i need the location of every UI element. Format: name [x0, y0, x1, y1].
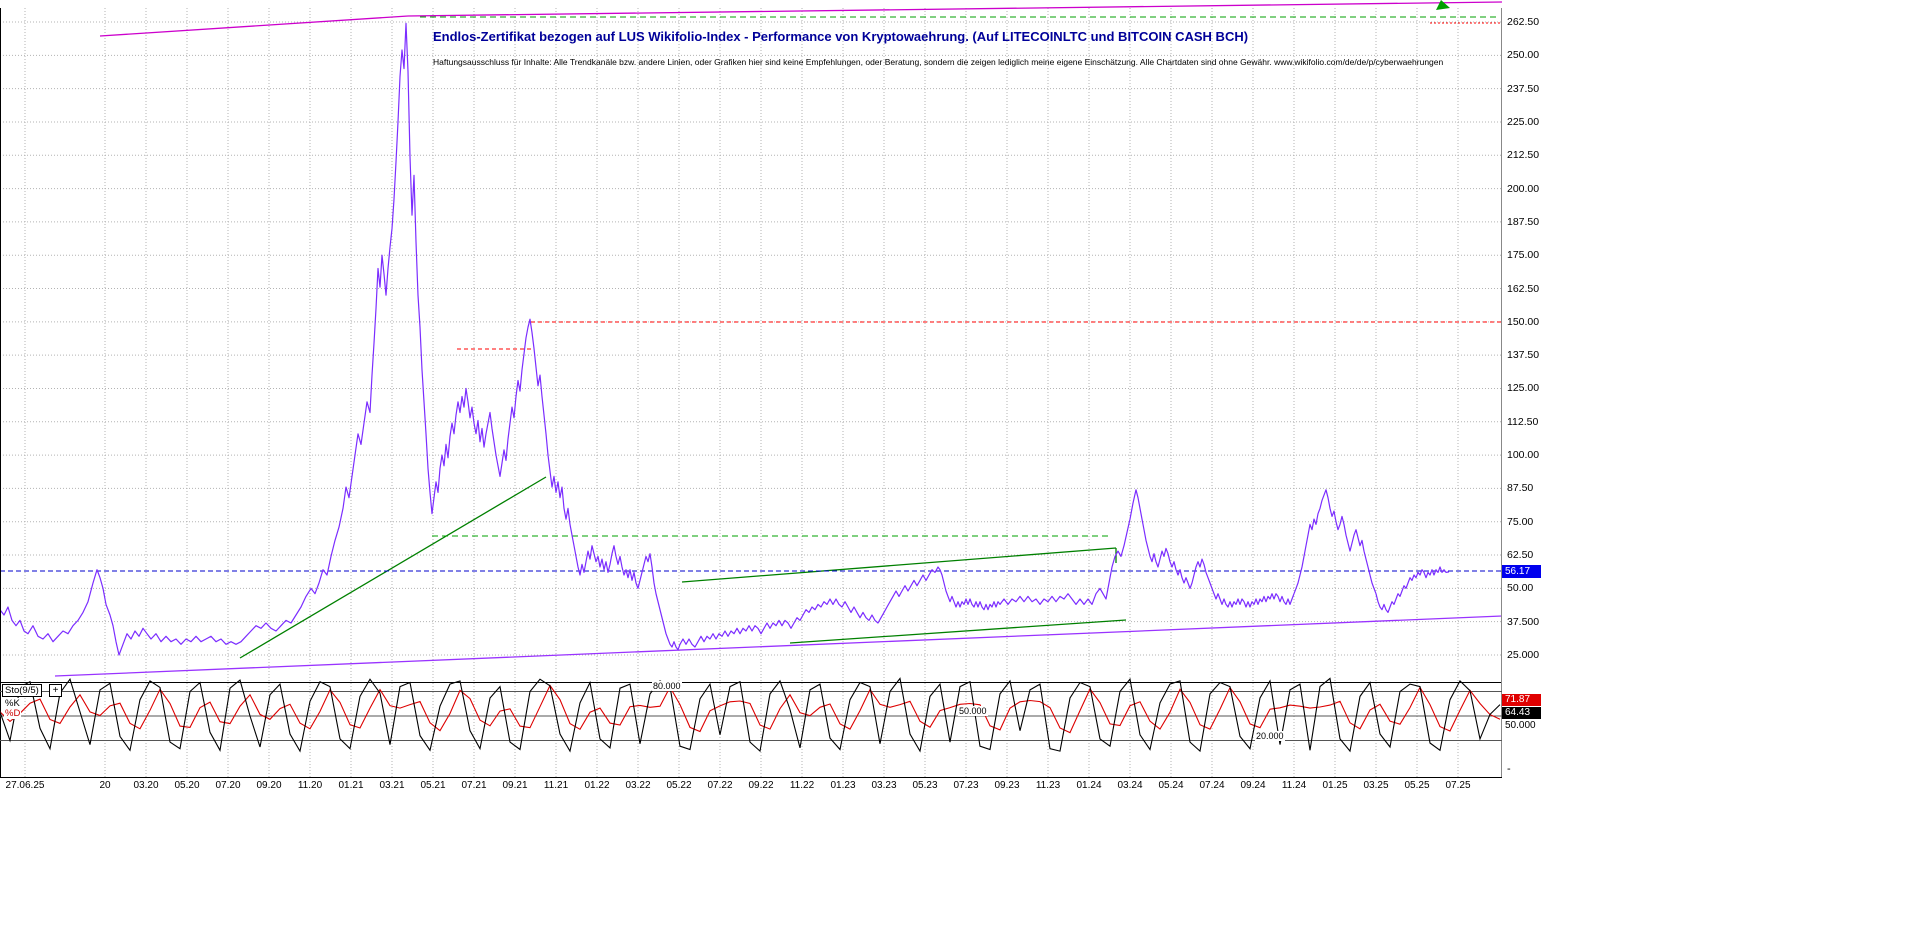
stochastic-k-value-badge: 64.43: [1502, 707, 1541, 719]
stochastic-k-label: %K: [4, 698, 21, 709]
time-axis-label: 11.22: [789, 780, 815, 791]
time-axis-label: 09.20: [256, 780, 282, 791]
time-axis-label: 07.24: [1199, 780, 1225, 791]
time-axis-label: 09.24: [1240, 780, 1266, 791]
price-axis-label: 137.50: [1507, 349, 1540, 362]
indicator-label[interactable]: Sto(9/5): [2, 684, 42, 697]
time-axis-label: 07.23: [953, 780, 979, 791]
price-axis-label: 150.00: [1507, 315, 1540, 328]
time-axis-label: 03.25: [1363, 780, 1389, 791]
price-axis-label: 125.00: [1507, 382, 1540, 395]
sto-d-line: [0, 684, 1501, 734]
time-axis-label: 05.25: [1404, 780, 1430, 791]
time-axis-label: 11.20: [297, 780, 323, 791]
green-trend-line: [789, 619, 1127, 644]
price-axis-label: 262.50: [1507, 16, 1540, 28]
lower-trend-line: [54, 615, 1502, 677]
time-axis-label: 01.25: [1322, 780, 1348, 791]
time-axis-label: 03.21: [379, 780, 405, 791]
time-axis-label: 05.23: [912, 780, 938, 791]
time-axis-label: 05.22: [666, 780, 692, 791]
time-axis-label: 01.23: [830, 780, 856, 791]
price-axis-label: 87.50: [1507, 482, 1534, 495]
time-axis-label: 07.25: [1445, 780, 1471, 791]
price-axis-label: 175.00: [1507, 249, 1540, 262]
price-axis-label: 75.00: [1507, 515, 1534, 528]
price-axis-label: 250.00: [1507, 49, 1540, 62]
stochastic-right-level-label: 50.000: [1505, 720, 1536, 731]
time-axis-label: 11.21: [543, 780, 569, 791]
time-axis-label: 07.20: [215, 780, 241, 791]
price-axis-label: 187.50: [1507, 215, 1540, 228]
time-axis-label: 07.21: [461, 780, 487, 791]
indicator-add-button[interactable]: +: [49, 684, 62, 697]
time-axis-label: 09.22: [748, 780, 774, 791]
time-axis-label: 11.24: [1281, 780, 1307, 791]
time-axis-label: 01.21: [338, 780, 364, 791]
price-axis-label: 50.00: [1507, 582, 1534, 595]
price-line: [0, 22, 1450, 656]
price-chart-canvas[interactable]: [0, 0, 1502, 778]
price-axis-label: 37.500: [1507, 615, 1540, 628]
time-axis-label: 05.24: [1158, 780, 1184, 791]
stochastic-d-value-badge: 71.87: [1502, 694, 1541, 706]
time-axis-label: 07.22: [707, 780, 733, 791]
time-axis-label: 05.20: [174, 780, 200, 791]
price-axis-label: 112.50: [1507, 415, 1539, 428]
price-axis-label: 237.50: [1507, 82, 1540, 95]
upper-trend-line: [407, 1, 1502, 17]
price-axis-label: 100.00: [1507, 449, 1540, 462]
time-axis-label: 05.21: [420, 780, 446, 791]
time-axis-label: 01.22: [584, 780, 610, 791]
upper-trend-line: [99, 15, 409, 37]
price-axis-label: 25.000: [1507, 649, 1540, 661]
sto-k-line: [0, 677, 1501, 753]
chart-title: Endlos-Zertifikat bezogen auf LUS Wikifo…: [433, 29, 1249, 44]
time-axis-label: 03.24: [1117, 780, 1143, 791]
green-trend-line: [239, 476, 547, 659]
time-axis-label: 09.23: [994, 780, 1020, 791]
price-axis-label: 212.50: [1507, 149, 1540, 162]
time-axis-label: 11.23: [1035, 780, 1061, 791]
time-axis-label: 03.22: [625, 780, 651, 791]
chart-disclaimer: Haftungsausschluss für Inhalte: Alle Tre…: [433, 57, 1444, 67]
price-axis-label: 162.50: [1507, 282, 1540, 295]
time-axis-label: 01.24: [1076, 780, 1102, 791]
time-axis-label: 20: [99, 780, 111, 791]
last-price-badge: 56.17: [1502, 565, 1541, 578]
stochastic-d-label: %D: [4, 708, 22, 719]
scroll-minus-label: -: [1507, 763, 1511, 775]
price-axis-label: 62.50: [1507, 549, 1534, 562]
time-axis-label: 27.06.25: [5, 780, 45, 791]
time-axis-label: 03.20: [133, 780, 159, 791]
green-trend-line: [681, 547, 1117, 583]
price-axis-label: 225.00: [1507, 115, 1540, 128]
price-axis-label: 200.00: [1507, 182, 1540, 195]
time-axis-label: 09.21: [502, 780, 528, 791]
time-axis-label: 03.23: [871, 780, 897, 791]
marker-arrow-icon: [1436, 0, 1450, 10]
